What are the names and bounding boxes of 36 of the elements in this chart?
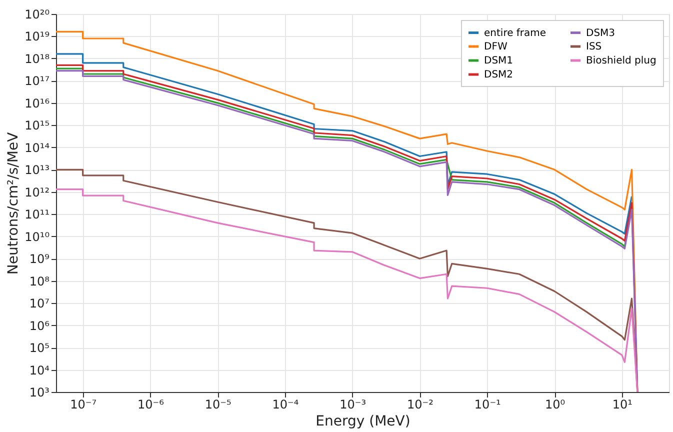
y-tick-label: 10⁵	[29, 341, 50, 356]
y-tick-label: 10¹⁹	[24, 30, 50, 44]
legend-label: DSM2	[484, 70, 514, 80]
y-axis-title: Neutrons/cm²/s/MeV	[6, 132, 22, 275]
y-tick-label: 10¹⁶	[24, 96, 50, 110]
y-tick-label: 10¹⁸	[24, 52, 50, 66]
legend-label: DSM1	[484, 56, 514, 66]
x-axis-title: Energy (MeV)	[316, 414, 410, 430]
legend-label: entire frame	[484, 28, 546, 39]
y-tick-label: 10³	[29, 386, 50, 400]
legend-label: Bioshield plug	[586, 56, 656, 66]
x-tick-label: 10⁻¹	[474, 398, 502, 412]
y-tick-label: 10⁸	[29, 274, 50, 288]
y-tick-label: 10¹²	[24, 185, 50, 200]
x-tick-label: 10⁻⁵	[204, 398, 232, 412]
y-tick-label: 10¹¹	[24, 208, 50, 222]
y-tick-label: 10⁶	[29, 318, 50, 333]
legend-label: ISS	[586, 42, 602, 52]
y-tick-label: 10¹⁵	[24, 118, 50, 133]
y-tick-label: 10¹⁷	[24, 74, 50, 88]
y-tick-label: 10²⁰	[24, 8, 50, 22]
x-tick-label: 10⁻³	[340, 398, 366, 412]
x-tick-label: 10⁻⁴	[272, 398, 299, 412]
y-tick-label: 10¹⁰	[24, 230, 50, 244]
y-tick-label: 10¹³	[24, 163, 50, 178]
x-tick-label: 10⁻⁶	[137, 398, 164, 412]
y-tick-label: 10⁴	[29, 363, 50, 378]
y-tick-label: 10¹⁴	[24, 140, 50, 155]
legend-label: DFW	[484, 42, 508, 52]
x-tick-label: 10¹	[612, 398, 633, 412]
y-tick-label: 10⁹	[29, 252, 50, 266]
x-tick-label: 10⁰	[544, 398, 566, 412]
legend-label: DSM3	[586, 28, 616, 39]
x-tick-label: 10⁻²	[407, 398, 434, 412]
y-tick-label: 10⁷	[29, 296, 50, 311]
x-tick-label: 10⁻⁷	[70, 398, 97, 412]
